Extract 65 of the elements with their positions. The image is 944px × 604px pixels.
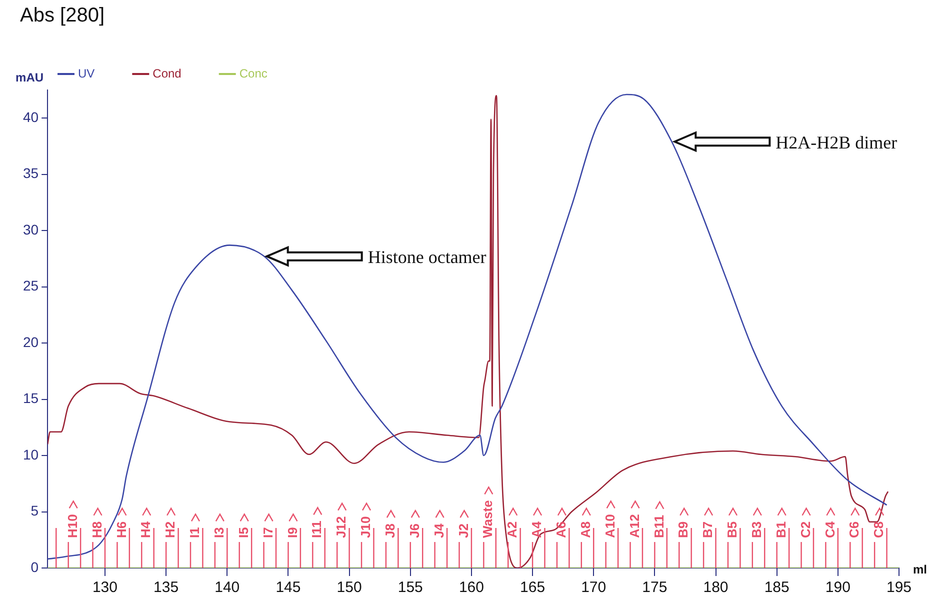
x-tick-label: 145	[276, 579, 301, 596]
ref-line-label: I5	[236, 527, 251, 538]
ref-line-label: B5	[724, 521, 740, 538]
x-tick-label: 140	[214, 579, 240, 596]
ref-line-label: J4	[431, 522, 446, 538]
y-tick-label: 40	[22, 108, 39, 125]
ref-line-label: J8	[382, 524, 398, 538]
x-tick-label: 175	[642, 579, 668, 596]
ref-line-label: H6	[114, 521, 129, 538]
annotation: Histone octamer	[368, 247, 486, 268]
ref-line-label: H8	[89, 521, 104, 538]
ref-line-label: A2	[504, 521, 520, 538]
x-tick-label: 160	[458, 579, 484, 596]
ref-line-label: B7	[700, 521, 716, 538]
ref-line-label: C8	[871, 521, 886, 538]
x-tick-label: 170	[581, 579, 606, 596]
ref-line-label: Waste	[480, 500, 496, 538]
text: Conc	[239, 66, 268, 80]
ref-line-label: I7	[260, 527, 276, 538]
x-tick-label: 130	[92, 579, 118, 596]
ref-line-label: A10	[602, 514, 618, 538]
ref-line-label: J2	[456, 524, 471, 538]
y-tick-label: 0	[30, 558, 39, 575]
y-tick-label: 10	[22, 446, 39, 462]
ref-line-label: A8	[578, 521, 593, 538]
ref-line-label: J10	[358, 516, 374, 538]
y-axis-title: mAU	[16, 70, 44, 84]
y-tick-label: 15	[22, 390, 39, 406]
ref-line-label: A6	[554, 521, 569, 538]
y-tick-label: 35	[22, 165, 39, 182]
ref-line-label: H4	[138, 520, 154, 538]
ref-line-label: B3	[748, 521, 764, 538]
ref-line-label: B9	[676, 521, 691, 538]
x-tick-label: 135	[154, 579, 179, 596]
ref-line-label: H2	[162, 521, 178, 538]
y-tick-label: 30	[22, 221, 39, 238]
x-tick-label: 190	[825, 579, 850, 596]
text: Cond	[152, 66, 182, 80]
x-tick-label: 150	[336, 579, 362, 596]
x-axis-title: ml	[913, 562, 928, 576]
ref-line-label: I1	[187, 527, 202, 538]
text: UV	[78, 66, 95, 80]
x-tick-label: 180	[703, 579, 728, 596]
ref-line-label: I11	[309, 520, 324, 538]
x-tick-label: 155	[398, 579, 423, 596]
chart-title: Abs [280]	[20, 4, 105, 27]
ref-line-label: C6	[846, 521, 862, 538]
ref-line-label: H10	[64, 514, 80, 538]
ref-line-label: I3	[212, 527, 227, 538]
ref-line-label: A12	[626, 514, 642, 538]
x-tick-label: 185	[764, 579, 790, 596]
ref-line-label: B11	[651, 514, 666, 538]
ref-line-label: C2	[798, 521, 813, 538]
annotation: H2A-H2B dimer	[776, 132, 898, 152]
x-tick-label: 195	[886, 579, 912, 596]
ref-line-label: A4	[529, 520, 544, 538]
ref-line-label: C4	[822, 520, 838, 538]
y-tick-label: 5	[30, 502, 39, 519]
ref-line-label: J12	[334, 516, 349, 538]
ref-line-label: B1	[773, 521, 788, 538]
x-tick-label: 165	[520, 579, 546, 596]
ref-line-label: J6	[406, 524, 422, 538]
y-tick-label: 25	[22, 278, 39, 294]
ref-line-label: I9	[284, 527, 300, 538]
y-tick-label: 20	[22, 334, 39, 350]
